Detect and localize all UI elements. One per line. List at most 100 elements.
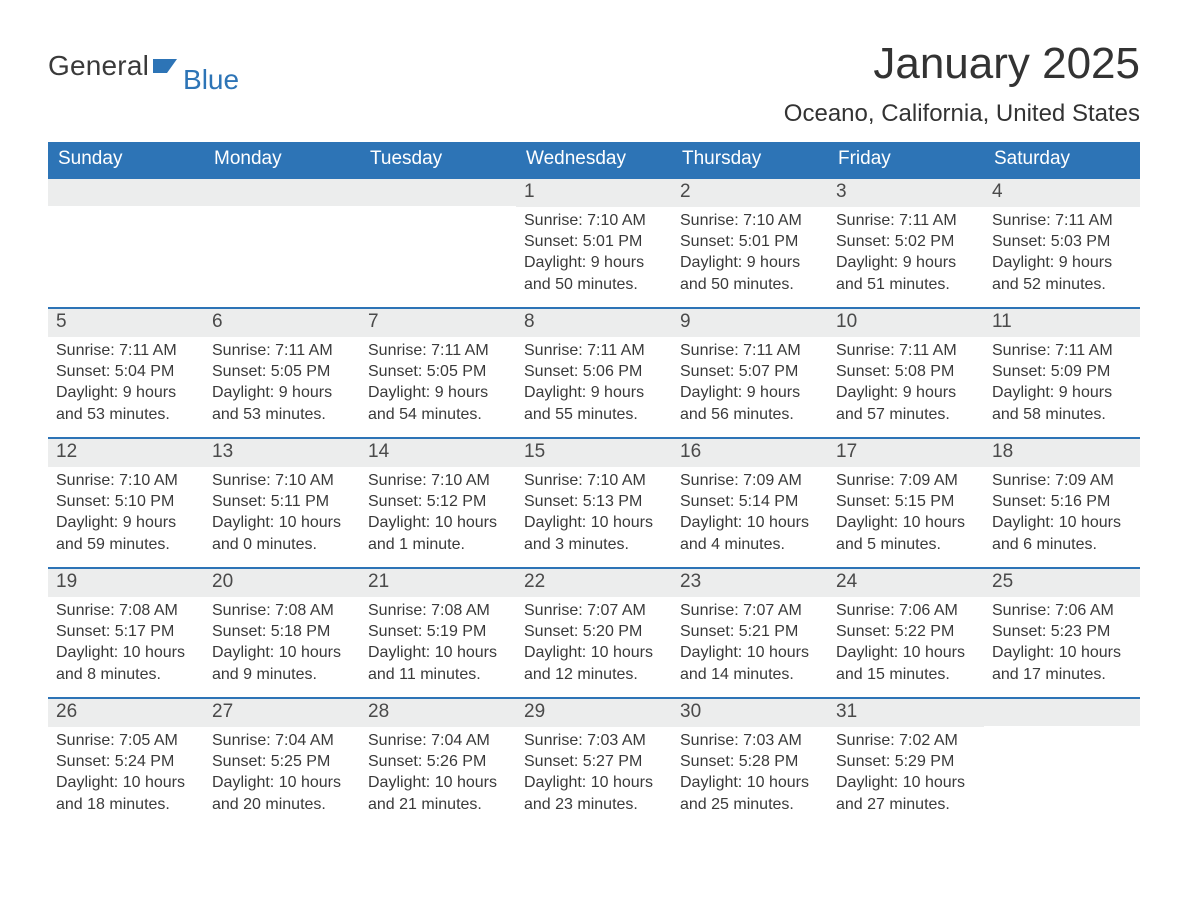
day-number: 15 (516, 439, 672, 467)
day-sunrise: Sunrise: 7:11 AM (836, 340, 976, 361)
day-cell (360, 179, 516, 307)
empty-day-number (984, 699, 1140, 726)
day-dl2: and 11 minutes. (368, 664, 508, 685)
day-sunset: Sunset: 5:10 PM (56, 491, 196, 512)
day-number: 3 (828, 179, 984, 207)
day-sunset: Sunset: 5:06 PM (524, 361, 664, 382)
day-number: 8 (516, 309, 672, 337)
day-sunset: Sunset: 5:29 PM (836, 751, 976, 772)
day-sunset: Sunset: 5:02 PM (836, 231, 976, 252)
day-dl2: and 53 minutes. (212, 404, 352, 425)
day-dl2: and 59 minutes. (56, 534, 196, 555)
day-sunset: Sunset: 5:11 PM (212, 491, 352, 512)
day-dl2: and 8 minutes. (56, 664, 196, 685)
day-dl2: and 53 minutes. (56, 404, 196, 425)
day-number: 24 (828, 569, 984, 597)
day-number: 11 (984, 309, 1140, 337)
day-sunrise: Sunrise: 7:11 AM (992, 340, 1132, 361)
day-sunrise: Sunrise: 7:06 AM (992, 600, 1132, 621)
day-dl1: Daylight: 10 hours (680, 512, 820, 533)
day-dl1: Daylight: 9 hours (992, 252, 1132, 273)
day-number: 20 (204, 569, 360, 597)
day-dl2: and 54 minutes. (368, 404, 508, 425)
day-dl2: and 4 minutes. (680, 534, 820, 555)
week-row: 19Sunrise: 7:08 AMSunset: 5:17 PMDayligh… (48, 567, 1140, 697)
day-dl2: and 50 minutes. (524, 274, 664, 295)
day-cell: 14Sunrise: 7:10 AMSunset: 5:12 PMDayligh… (360, 439, 516, 567)
day-sunset: Sunset: 5:17 PM (56, 621, 196, 642)
day-sunrise: Sunrise: 7:11 AM (524, 340, 664, 361)
day-number: 10 (828, 309, 984, 337)
day-cell: 7Sunrise: 7:11 AMSunset: 5:05 PMDaylight… (360, 309, 516, 437)
day-body: Sunrise: 7:04 AMSunset: 5:25 PMDaylight:… (204, 727, 360, 820)
day-dl2: and 14 minutes. (680, 664, 820, 685)
day-body: Sunrise: 7:10 AMSunset: 5:10 PMDaylight:… (48, 467, 204, 560)
day-number: 7 (360, 309, 516, 337)
day-sunrise: Sunrise: 7:08 AM (368, 600, 508, 621)
day-sunrise: Sunrise: 7:07 AM (680, 600, 820, 621)
day-dl2: and 1 minute. (368, 534, 508, 555)
day-cell: 23Sunrise: 7:07 AMSunset: 5:21 PMDayligh… (672, 569, 828, 697)
day-sunset: Sunset: 5:18 PM (212, 621, 352, 642)
day-body: Sunrise: 7:11 AMSunset: 5:06 PMDaylight:… (516, 337, 672, 430)
day-cell: 27Sunrise: 7:04 AMSunset: 5:25 PMDayligh… (204, 699, 360, 827)
day-dl1: Daylight: 9 hours (836, 252, 976, 273)
day-cell: 29Sunrise: 7:03 AMSunset: 5:27 PMDayligh… (516, 699, 672, 827)
day-body: Sunrise: 7:08 AMSunset: 5:19 PMDaylight:… (360, 597, 516, 690)
day-sunset: Sunset: 5:08 PM (836, 361, 976, 382)
day-cell: 19Sunrise: 7:08 AMSunset: 5:17 PMDayligh… (48, 569, 204, 697)
week-row: 1Sunrise: 7:10 AMSunset: 5:01 PMDaylight… (48, 177, 1140, 307)
day-body: Sunrise: 7:05 AMSunset: 5:24 PMDaylight:… (48, 727, 204, 820)
weekday-header: Monday (204, 142, 360, 177)
day-sunrise: Sunrise: 7:03 AM (680, 730, 820, 751)
day-number: 16 (672, 439, 828, 467)
day-number: 29 (516, 699, 672, 727)
day-sunrise: Sunrise: 7:10 AM (56, 470, 196, 491)
day-body: Sunrise: 7:11 AMSunset: 5:08 PMDaylight:… (828, 337, 984, 430)
day-body: Sunrise: 7:08 AMSunset: 5:17 PMDaylight:… (48, 597, 204, 690)
day-sunset: Sunset: 5:23 PM (992, 621, 1132, 642)
day-number: 18 (984, 439, 1140, 467)
day-dl1: Daylight: 10 hours (836, 642, 976, 663)
day-sunset: Sunset: 5:07 PM (680, 361, 820, 382)
day-sunrise: Sunrise: 7:10 AM (212, 470, 352, 491)
day-cell: 28Sunrise: 7:04 AMSunset: 5:26 PMDayligh… (360, 699, 516, 827)
day-cell: 24Sunrise: 7:06 AMSunset: 5:22 PMDayligh… (828, 569, 984, 697)
day-cell: 10Sunrise: 7:11 AMSunset: 5:08 PMDayligh… (828, 309, 984, 437)
day-body: Sunrise: 7:09 AMSunset: 5:16 PMDaylight:… (984, 467, 1140, 560)
day-dl1: Daylight: 9 hours (680, 252, 820, 273)
day-cell: 20Sunrise: 7:08 AMSunset: 5:18 PMDayligh… (204, 569, 360, 697)
day-body: Sunrise: 7:07 AMSunset: 5:20 PMDaylight:… (516, 597, 672, 690)
day-dl1: Daylight: 9 hours (836, 382, 976, 403)
weekday-header: Thursday (672, 142, 828, 177)
day-dl2: and 12 minutes. (524, 664, 664, 685)
day-dl1: Daylight: 10 hours (212, 512, 352, 533)
day-body: Sunrise: 7:10 AMSunset: 5:01 PMDaylight:… (516, 207, 672, 300)
day-dl1: Daylight: 9 hours (680, 382, 820, 403)
day-sunset: Sunset: 5:16 PM (992, 491, 1132, 512)
day-dl1: Daylight: 10 hours (680, 642, 820, 663)
day-body: Sunrise: 7:11 AMSunset: 5:09 PMDaylight:… (984, 337, 1140, 430)
day-cell: 26Sunrise: 7:05 AMSunset: 5:24 PMDayligh… (48, 699, 204, 827)
logo: General Blue (48, 50, 239, 82)
day-dl2: and 56 minutes. (680, 404, 820, 425)
day-sunrise: Sunrise: 7:08 AM (56, 600, 196, 621)
day-dl1: Daylight: 10 hours (680, 772, 820, 793)
day-sunrise: Sunrise: 7:10 AM (368, 470, 508, 491)
day-sunset: Sunset: 5:28 PM (680, 751, 820, 772)
title-block: January 2025 Oceano, California, United … (784, 40, 1140, 128)
day-dl1: Daylight: 10 hours (56, 772, 196, 793)
day-dl1: Daylight: 9 hours (56, 382, 196, 403)
empty-day-number (48, 179, 204, 206)
day-number: 1 (516, 179, 672, 207)
day-number: 27 (204, 699, 360, 727)
day-cell: 30Sunrise: 7:03 AMSunset: 5:28 PMDayligh… (672, 699, 828, 827)
day-body: Sunrise: 7:11 AMSunset: 5:05 PMDaylight:… (360, 337, 516, 430)
day-cell: 17Sunrise: 7:09 AMSunset: 5:15 PMDayligh… (828, 439, 984, 567)
empty-day-number (360, 179, 516, 206)
day-dl2: and 57 minutes. (836, 404, 976, 425)
weekday-header: Sunday (48, 142, 204, 177)
weekday-header: Saturday (984, 142, 1140, 177)
day-body: Sunrise: 7:11 AMSunset: 5:07 PMDaylight:… (672, 337, 828, 430)
day-cell: 9Sunrise: 7:11 AMSunset: 5:07 PMDaylight… (672, 309, 828, 437)
